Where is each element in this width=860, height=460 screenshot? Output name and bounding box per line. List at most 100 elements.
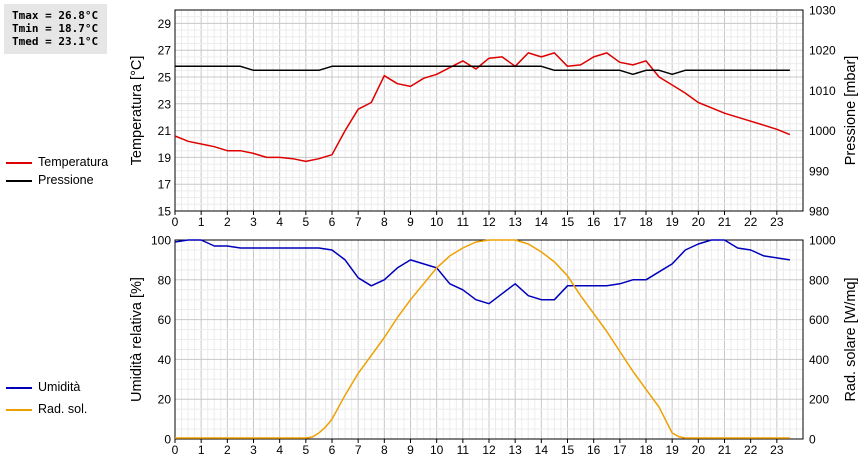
y-tick-label-left: 17 xyxy=(158,178,172,192)
temperature-swatch xyxy=(6,161,32,164)
legend-solar-label: Rad. sol. xyxy=(38,402,88,416)
x-tick-label: 5 xyxy=(302,215,309,229)
x-tick-label: 21 xyxy=(718,215,732,229)
x-tick-label: 10 xyxy=(430,215,444,229)
x-tick-label: 12 xyxy=(482,215,496,229)
y-tick-label-left: 60 xyxy=(158,313,172,327)
y-tick-label-right: 1030 xyxy=(809,4,836,18)
legend-pressure-label: Pressione xyxy=(38,173,94,187)
y-tick-label-left: 15 xyxy=(158,205,172,219)
x-tick-label: 11 xyxy=(457,443,470,457)
legend-item-solar: Rad. sol. xyxy=(6,401,87,417)
x-tick-label: 17 xyxy=(613,215,627,229)
x-tick-label: 13 xyxy=(508,443,522,457)
y-tick-label-left: 0 xyxy=(164,433,171,447)
x-tick-label: 16 xyxy=(587,443,601,457)
x-tick-label: 19 xyxy=(665,215,679,229)
x-tick-label: 16 xyxy=(587,215,601,229)
y-tick-label-left: 40 xyxy=(158,353,172,367)
x-tick-label: 18 xyxy=(639,443,653,457)
y-tick-label-right: 990 xyxy=(809,164,829,178)
x-tick-label: 14 xyxy=(535,215,549,229)
y-tick-label-left: 27 xyxy=(158,44,172,58)
x-tick-label: 14 xyxy=(535,443,549,457)
legend-temperature-label: Temperatura xyxy=(38,155,109,169)
y-axis-label-left: Temperatura [°C] xyxy=(129,56,145,166)
x-tick-label: 9 xyxy=(407,215,414,229)
x-tick-label: 15 xyxy=(561,443,575,457)
legend-item-temperature: Temperatura xyxy=(6,154,108,170)
x-tick-label: 7 xyxy=(355,215,362,229)
y-tick-label-right: 600 xyxy=(809,313,829,327)
x-tick-label: 21 xyxy=(718,443,732,457)
tmin-label: Tmin = 18.7°C xyxy=(12,22,99,35)
x-tick-label: 5 xyxy=(302,443,309,457)
y-tick-label-left: 29 xyxy=(158,17,172,31)
y-tick-label-right: 200 xyxy=(809,393,829,407)
y-tick-label-left: 21 xyxy=(158,124,172,138)
x-tick-label: 8 xyxy=(381,443,388,457)
y-tick-label-left: 25 xyxy=(158,71,172,85)
y-tick-label-right: 1010 xyxy=(809,84,836,98)
y-tick-label-right: 400 xyxy=(809,353,829,367)
x-tick-label: 4 xyxy=(276,443,283,457)
y-tick-label-left: 20 xyxy=(158,393,172,407)
tmed-label: Tmed = 23.1°C xyxy=(12,35,99,48)
y-tick-label-left: 19 xyxy=(158,151,172,165)
legend-item-pressure: Pressione xyxy=(6,172,94,188)
y-tick-label-right: 0 xyxy=(809,433,816,447)
x-tick-label: 3 xyxy=(250,443,257,457)
x-tick-label: 18 xyxy=(639,215,653,229)
series-line-temperatura xyxy=(174,52,791,163)
x-tick-label: 8 xyxy=(381,215,388,229)
x-tick-label: 3 xyxy=(250,215,257,229)
chart-panel-hum: 0 1 2 3 4 5 6 7 8 9 10 11 12 13 14 15 16 17 18 19 20 21 22 2302… xyxy=(129,234,859,458)
x-tick-label: 7 xyxy=(355,443,362,457)
x-tick-label: 13 xyxy=(508,215,522,229)
x-tick-label: 0 xyxy=(172,443,179,457)
temperature-stats-box: Tmax = 26.8°C Tmin = 18.7°C Tmed = 23.1°… xyxy=(4,4,107,54)
x-tick-label: 22 xyxy=(744,443,758,457)
x-tick-label: 23 xyxy=(770,215,784,229)
legend-item-humidity: Umidità xyxy=(6,379,80,395)
solar-swatch xyxy=(6,408,32,411)
legend-humidity-label: Umidità xyxy=(38,380,81,394)
x-tick-label: 0 xyxy=(172,215,179,229)
x-tick-label: 1 xyxy=(198,215,205,229)
y-tick-label-left: 100 xyxy=(151,234,171,248)
x-tick-label: 11 xyxy=(457,215,470,229)
x-tick-label: 19 xyxy=(665,443,679,457)
x-tick-label: 2 xyxy=(224,215,231,229)
x-tick-label: 15 xyxy=(561,215,575,229)
y-axis-label-right: Pressione [mbar] xyxy=(843,56,859,166)
x-tick-label: 1 xyxy=(198,443,205,457)
y-tick-label-right: 1020 xyxy=(809,44,836,58)
x-tick-label: 22 xyxy=(744,215,758,229)
series-line-umidit- xyxy=(174,239,791,305)
series-line-rad-sol- xyxy=(175,239,790,439)
y-tick-label-left: 23 xyxy=(158,97,172,111)
y-tick-label-right: 800 xyxy=(809,273,829,287)
y-tick-label-right: 1000 xyxy=(809,124,836,138)
x-tick-label: 20 xyxy=(692,215,706,229)
y-axis-label-left: Umidità relativa [%] xyxy=(129,277,145,402)
y-axis-label-right: Rad. solare [W/mq] xyxy=(843,277,859,401)
x-tick-label: 6 xyxy=(329,443,336,457)
x-tick-label: 17 xyxy=(613,443,627,457)
x-tick-label: 2 xyxy=(224,443,231,457)
x-tick-label: 12 xyxy=(482,443,496,457)
y-tick-label-left: 80 xyxy=(158,273,172,287)
x-tick-label: 9 xyxy=(407,443,414,457)
x-tick-label: 10 xyxy=(430,443,444,457)
series-line-pressione xyxy=(175,65,790,76)
tmax-label: Tmax = 26.8°C xyxy=(12,9,99,22)
x-tick-label: 4 xyxy=(276,215,283,229)
chart-panel-temp: 0 1 2 3 4 5 6 7 8 9 10 11 12 13 14 15 16 17 18 19 20 21 22 2315… xyxy=(129,4,859,230)
x-tick-label: 20 xyxy=(692,443,706,457)
y-tick-label-right: 1000 xyxy=(809,234,836,248)
pressure-swatch xyxy=(6,179,32,182)
humidity-swatch xyxy=(6,386,32,389)
x-tick-label: 6 xyxy=(329,215,336,229)
y-tick-label-right: 980 xyxy=(809,205,829,219)
